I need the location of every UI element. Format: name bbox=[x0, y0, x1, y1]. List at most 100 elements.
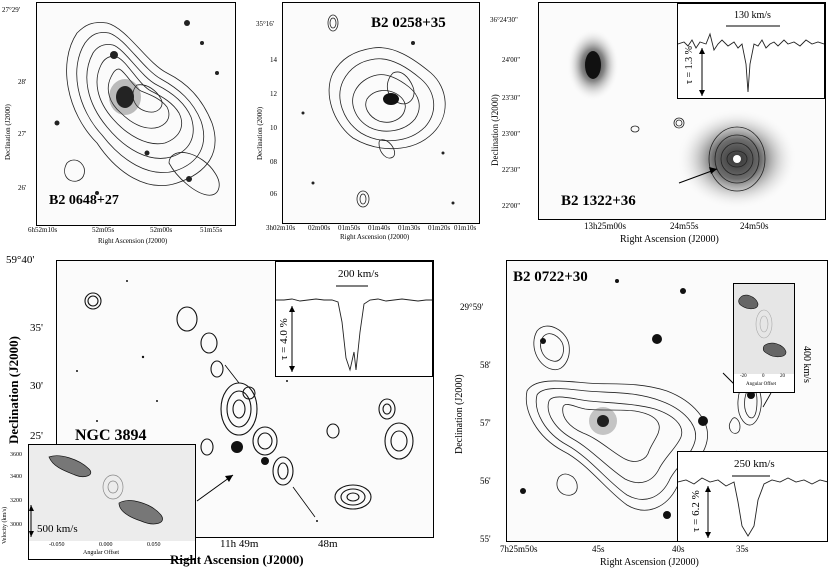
spectrum-inset: 200 km/s τ = 4.0 % bbox=[275, 261, 433, 377]
y-tick: 59°40' bbox=[6, 254, 35, 266]
y-axis-label: Declination (J2000) bbox=[4, 104, 12, 160]
pv-x-tick: 0.000 bbox=[99, 542, 113, 548]
source-label: B2 0258+35 bbox=[371, 15, 446, 31]
x-tick: 52m05s bbox=[92, 226, 115, 234]
map-frame: B2 0722+30 -20 0 20 Angular Offset bbox=[506, 260, 828, 542]
y-tick: 12 bbox=[270, 90, 277, 98]
y-tick: 27' bbox=[18, 130, 27, 138]
y-tick: 29°59' bbox=[460, 302, 484, 312]
pv-diagram-inset: -20 0 20 Angular Offset bbox=[733, 283, 795, 393]
source-label: NGC 3894 bbox=[75, 427, 147, 444]
velocity-scale-label: 250 km/s bbox=[734, 458, 775, 470]
y-tick: 23'30" bbox=[502, 94, 521, 102]
x-axis-label: Right Ascension (J2000) bbox=[620, 234, 719, 245]
pv-y-tick: 3400 bbox=[10, 474, 22, 480]
y-tick: 35' bbox=[30, 322, 43, 334]
map-frame: B2 1322+36 130 km/s τ = 1.3 % bbox=[538, 2, 826, 220]
tau-label: τ = 1.3 % bbox=[684, 46, 695, 84]
y-tick: 26' bbox=[18, 184, 27, 192]
y-axis-label: Declination (J2000) bbox=[454, 374, 465, 454]
pv-x-tick: 20 bbox=[780, 374, 785, 379]
contour-map bbox=[54, 20, 220, 196]
pv-x-label: Angular Offset bbox=[746, 382, 777, 387]
y-tick: 30' bbox=[30, 380, 43, 392]
y-tick: 57' bbox=[480, 418, 491, 428]
y-axis-label: Declination (J2000) bbox=[490, 94, 500, 166]
x-tick: 52m00s bbox=[150, 226, 173, 234]
x-tick: 40s bbox=[672, 544, 685, 554]
source-label: B2 1322+36 bbox=[561, 193, 636, 209]
x-tick: 13h25m00s bbox=[584, 221, 627, 231]
spectrum-plot bbox=[678, 25, 824, 96]
spectrum-plot bbox=[678, 475, 827, 538]
y-tick: 10 bbox=[270, 124, 277, 132]
x-axis-label: Right Ascension (J2000) bbox=[340, 233, 410, 241]
y-tick: 08 bbox=[270, 158, 277, 166]
x-tick: 7h25m50s bbox=[500, 544, 538, 554]
pv-x-tick: 0 bbox=[762, 374, 765, 379]
spectrum-inset: 250 km/s τ = 6.2 % bbox=[677, 451, 827, 541]
y-tick: 22'30" bbox=[502, 166, 521, 174]
x-tick: 48m bbox=[318, 538, 338, 550]
x-tick: 01m30s bbox=[398, 224, 421, 232]
y-axis-label: Declination (J2000) bbox=[6, 336, 21, 444]
pv-x-label: Angular Offset bbox=[83, 550, 120, 556]
y-tick: 55' bbox=[480, 534, 491, 544]
pv-x-tick: -0.050 bbox=[49, 542, 65, 548]
y-tick: 36°24'30" bbox=[490, 16, 518, 24]
source-label: B2 0722+30 bbox=[513, 269, 588, 285]
y-tick: 58' bbox=[480, 360, 491, 370]
velocity-scale-label: 130 km/s bbox=[734, 10, 771, 21]
y-axis-label: Declination (2000) bbox=[256, 106, 264, 160]
y-tick: 23'00" bbox=[502, 130, 521, 138]
spectrum-inset: 130 km/s τ = 1.3 % bbox=[677, 3, 825, 99]
panel-b2-0648: B2 0648+27 27°29' 28' 27' 26' Declinatio… bbox=[0, 0, 250, 250]
pv-plot bbox=[29, 445, 195, 541]
x-tick: 01m10s bbox=[454, 224, 477, 232]
pv-y-label: Velocity (km/s) bbox=[2, 506, 8, 544]
x-tick: 6h52m10s bbox=[28, 226, 58, 234]
y-tick: 27°29' bbox=[2, 6, 21, 14]
y-tick: 06 bbox=[270, 190, 277, 198]
y-tick: 56' bbox=[480, 476, 491, 486]
velocity-scale-label: 500 km/s bbox=[37, 523, 78, 535]
x-tick: 35s bbox=[736, 544, 749, 554]
y-tick: 22'00" bbox=[502, 202, 521, 210]
source-label: B2 0648+27 bbox=[49, 193, 119, 208]
x-tick: 45s bbox=[592, 544, 605, 554]
x-tick: 24m55s bbox=[670, 221, 699, 231]
panel-b2-0258: B2 0258+35 35°16' 14 12 10 08 06 Declina… bbox=[252, 0, 484, 250]
pv-y-tick: 3200 bbox=[10, 498, 22, 504]
x-tick: 51m55s bbox=[200, 226, 223, 234]
contour-map bbox=[567, 29, 797, 209]
panel-b2-0722: B2 0722+30 -20 0 20 Angular Offset bbox=[448, 258, 830, 572]
x-axis-label: Right Ascension (J2000) bbox=[98, 237, 168, 245]
x-axis-label: Right Ascension (J2000) bbox=[170, 552, 304, 567]
spectrum-plot bbox=[276, 285, 432, 372]
tau-label: τ = 4.0 % bbox=[278, 318, 290, 360]
x-tick: 3h02m10s bbox=[266, 224, 296, 232]
contour-map bbox=[76, 280, 418, 522]
x-tick: 01m20s bbox=[428, 224, 451, 232]
pv-diagram-inset: 500 km/s -0.050 0.000 0.050 Angular Offs… bbox=[28, 444, 196, 560]
map-frame: B2 0648+27 bbox=[36, 2, 236, 226]
contour-map bbox=[301, 14, 455, 208]
pv-x-tick: -20 bbox=[740, 374, 747, 379]
y-tick: 28' bbox=[18, 78, 27, 86]
x-axis-label: Right Ascension (J2000) bbox=[600, 557, 699, 568]
panel-b2-1322: B2 1322+36 130 km/s τ = 1.3 % 36°24'30" … bbox=[484, 0, 830, 252]
y-tick: 25' bbox=[30, 430, 43, 442]
velocity-scale-label: 200 km/s bbox=[338, 268, 379, 280]
y-tick: 24'00" bbox=[502, 56, 521, 64]
pv-y-tick: 3000 bbox=[10, 522, 22, 528]
panel-ngc3894: NGC 3894 200 km/s τ = 4.0 % bbox=[0, 254, 440, 572]
pv-y-tick: 3600 bbox=[10, 452, 22, 458]
x-tick: 02m00s bbox=[308, 224, 331, 232]
x-tick: 01m50s bbox=[338, 224, 361, 232]
tau-label: τ = 6.2 % bbox=[690, 490, 702, 532]
x-tick: 24m50s bbox=[740, 221, 769, 231]
y-tick: 14 bbox=[270, 56, 277, 64]
pv-velocity-label: 400 km/s bbox=[801, 346, 812, 383]
x-tick: 01m40s bbox=[368, 224, 391, 232]
pv-plot bbox=[734, 284, 794, 374]
